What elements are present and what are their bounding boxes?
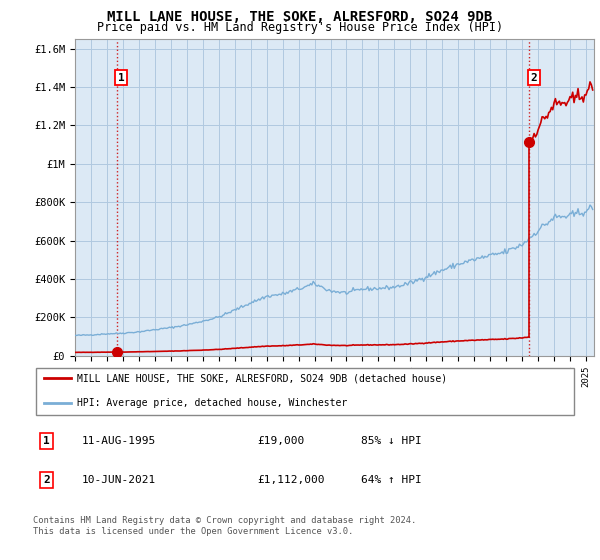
Text: 2: 2 xyxy=(530,73,538,82)
Text: 85% ↓ HPI: 85% ↓ HPI xyxy=(361,436,421,446)
Text: 2: 2 xyxy=(43,475,50,485)
Text: 10-JUN-2021: 10-JUN-2021 xyxy=(82,475,157,485)
Text: MILL LANE HOUSE, THE SOKE, ALRESFORD, SO24 9DB (detached house): MILL LANE HOUSE, THE SOKE, ALRESFORD, SO… xyxy=(77,374,447,384)
Text: MILL LANE HOUSE, THE SOKE, ALRESFORD, SO24 9DB: MILL LANE HOUSE, THE SOKE, ALRESFORD, SO… xyxy=(107,10,493,24)
Text: 1: 1 xyxy=(118,73,125,82)
Text: 11-AUG-1995: 11-AUG-1995 xyxy=(82,436,157,446)
Text: Contains HM Land Registry data © Crown copyright and database right 2024.
This d: Contains HM Land Registry data © Crown c… xyxy=(33,516,416,536)
FancyBboxPatch shape xyxy=(36,368,574,414)
Text: HPI: Average price, detached house, Winchester: HPI: Average price, detached house, Winc… xyxy=(77,398,347,408)
Text: 1: 1 xyxy=(43,436,50,446)
Text: £1,112,000: £1,112,000 xyxy=(257,475,325,485)
Text: Price paid vs. HM Land Registry's House Price Index (HPI): Price paid vs. HM Land Registry's House … xyxy=(97,21,503,34)
Text: £19,000: £19,000 xyxy=(257,436,304,446)
Text: 64% ↑ HPI: 64% ↑ HPI xyxy=(361,475,421,485)
